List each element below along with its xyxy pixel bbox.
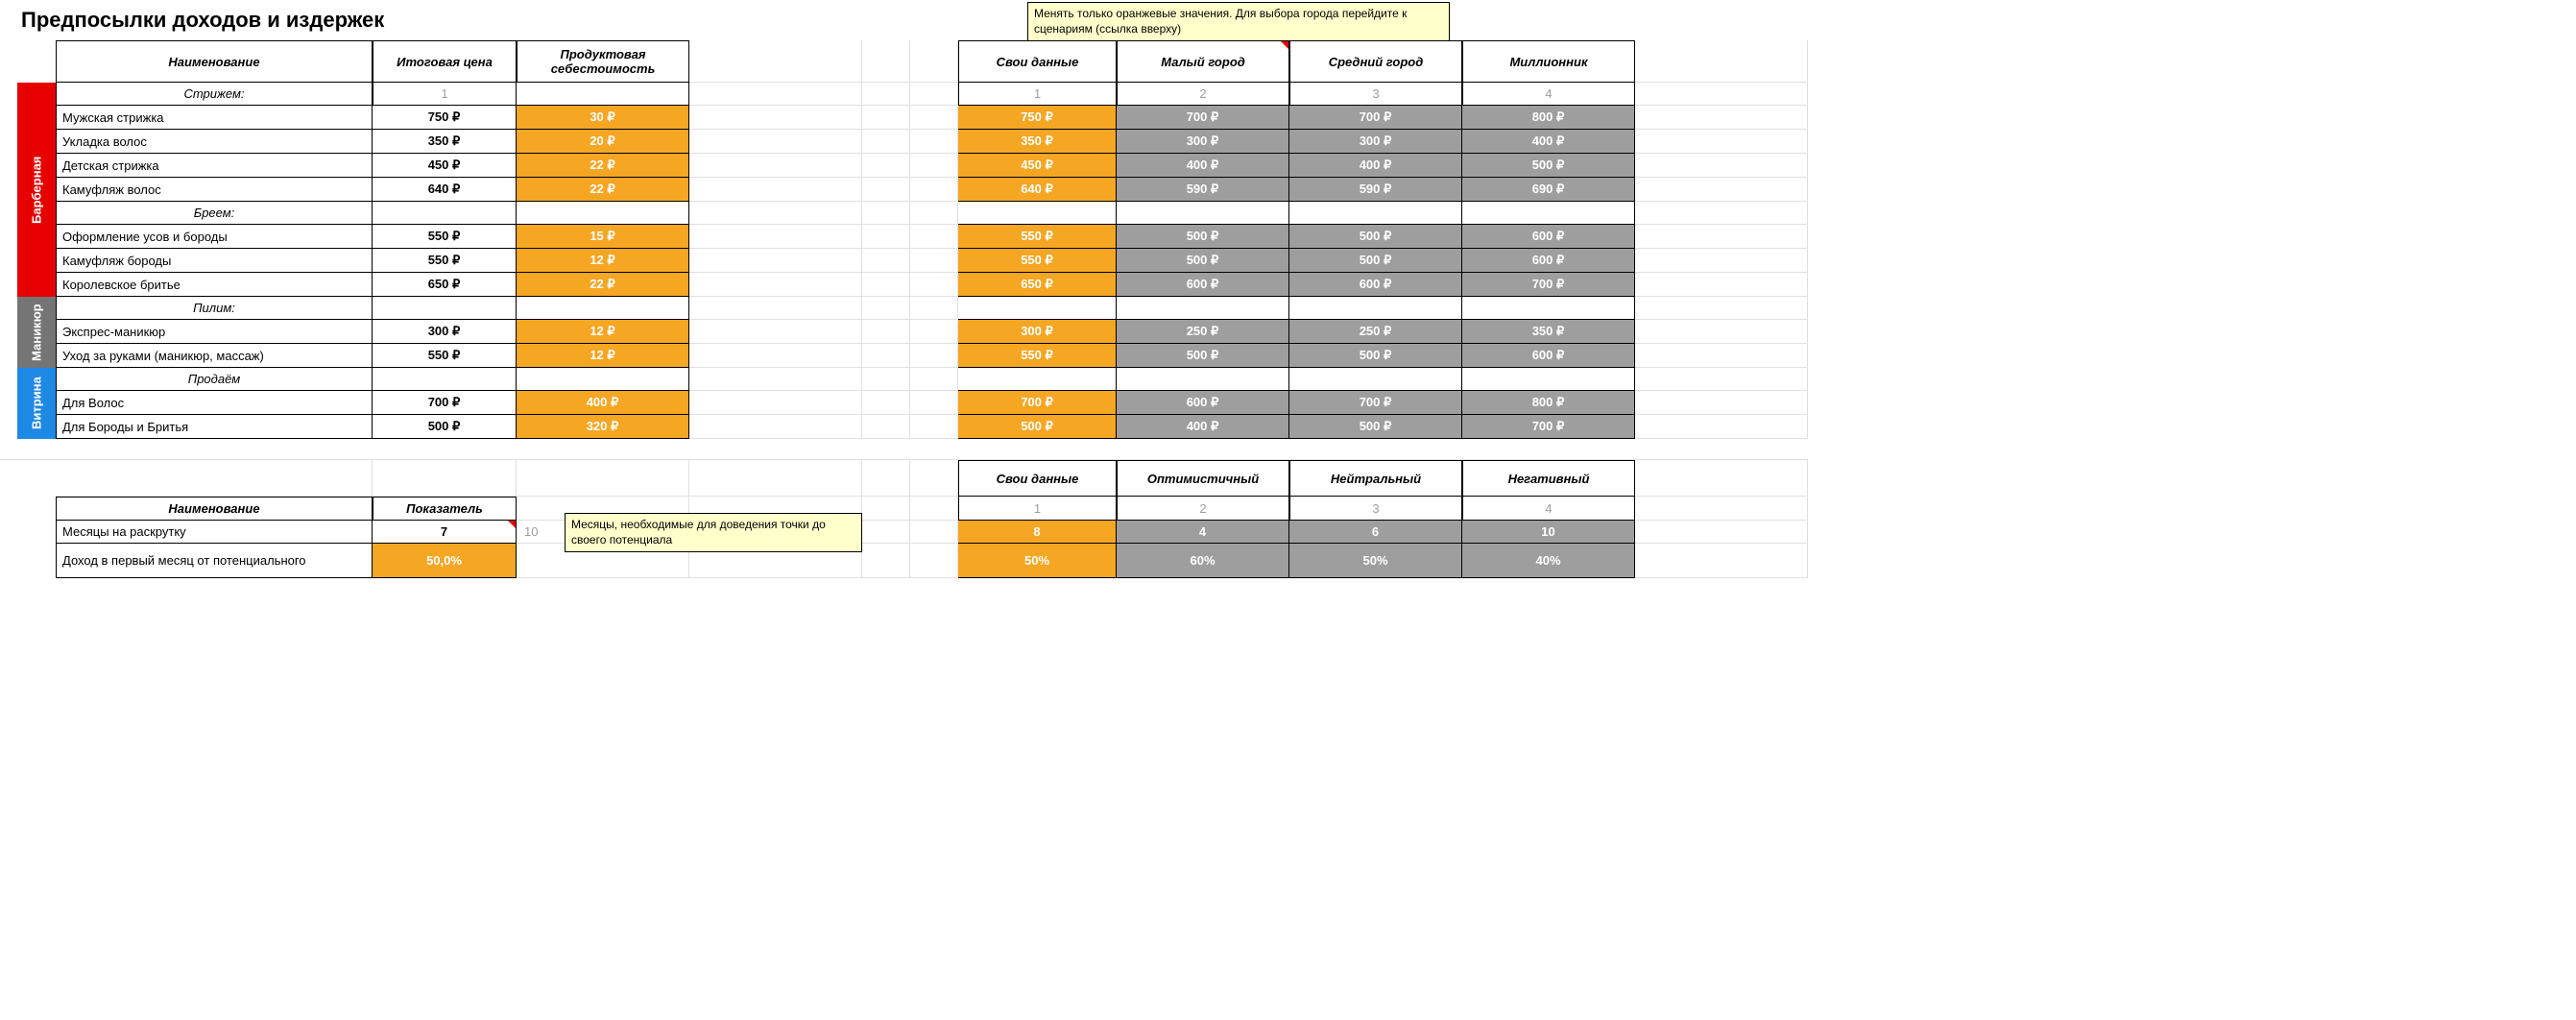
hdr-own: Свои данные bbox=[958, 40, 1117, 83]
category-showcase: Витрина bbox=[17, 368, 56, 439]
sc-hdr-own: Свои данные bbox=[958, 460, 1117, 497]
section-shave: Бреем: bbox=[56, 202, 373, 225]
hdr-price: Итоговая цена bbox=[373, 40, 517, 83]
category-barber: Барберная bbox=[17, 83, 56, 297]
row-label: Укладка волос bbox=[56, 130, 373, 154]
hdr-small: Малый город bbox=[1117, 40, 1289, 83]
sc-income-neg: 40% bbox=[1462, 544, 1635, 578]
sc-months-neu: 6 bbox=[1289, 521, 1462, 544]
sc-months-own[interactable]: 8 bbox=[958, 521, 1117, 544]
sc-hdr-opt: Оптимистичный bbox=[1117, 460, 1289, 497]
row-mid: 700 ₽ bbox=[1289, 106, 1462, 130]
row-label: Мужская стрижка bbox=[56, 106, 373, 130]
hdr-cost: Продуктовая себестоимость bbox=[517, 40, 689, 83]
sc-income-neu: 50% bbox=[1289, 544, 1462, 578]
section-sell: Продаём bbox=[56, 368, 373, 391]
btm-hdr-name: Наименование bbox=[56, 497, 373, 521]
sc-income-opt: 60% bbox=[1117, 544, 1289, 578]
main-grid: Наименование Итоговая цена Продуктовая с… bbox=[0, 40, 2576, 578]
sc-months-neg: 10 bbox=[1462, 521, 1635, 544]
category-manicure: Маникюр bbox=[17, 297, 56, 368]
colnum-own: 1 bbox=[958, 83, 1117, 106]
btm-income-val[interactable]: 50,0% bbox=[373, 544, 517, 578]
sc-income-own[interactable]: 50% bbox=[958, 544, 1117, 578]
spreadsheet-sheet: Предпосылки доходов и издержек Менять то… bbox=[0, 0, 2576, 578]
sc-hdr-neu: Нейтральный bbox=[1289, 460, 1462, 497]
hdr-name: Наименование bbox=[56, 40, 373, 83]
section-cut: Стрижем: bbox=[56, 83, 373, 106]
row-small: 700 ₽ bbox=[1117, 106, 1289, 130]
note-months: Месяцы, необходимые для доведения точки … bbox=[565, 513, 862, 552]
colnum-mid: 3 bbox=[1289, 83, 1462, 106]
sc-months-opt: 4 bbox=[1117, 521, 1289, 544]
hdr-big: Миллионник bbox=[1462, 40, 1635, 83]
row-own[interactable]: 750 ₽ bbox=[958, 106, 1117, 130]
btm-income-label: Доход в первый месяц от потенциального bbox=[56, 544, 373, 578]
colnum-small: 2 bbox=[1117, 83, 1289, 106]
row-big: 800 ₽ bbox=[1462, 106, 1635, 130]
btm-months-label: Месяцы на раскрутку bbox=[56, 521, 373, 544]
note-top: Менять только оранжевые значения. Для вы… bbox=[1027, 2, 1450, 41]
colnum-big: 4 bbox=[1462, 83, 1635, 106]
row-cost[interactable]: 30 ₽ bbox=[517, 106, 689, 130]
section-file: Пилим: bbox=[56, 297, 373, 320]
row-price: 750 ₽ bbox=[373, 106, 517, 130]
btm-hdr-ind: Показатель bbox=[373, 497, 517, 521]
btm-months-val: 7 bbox=[373, 521, 517, 544]
colnum-price: 1 bbox=[373, 83, 517, 106]
sc-hdr-neg: Негативный bbox=[1462, 460, 1635, 497]
hdr-mid: Средний город bbox=[1289, 40, 1462, 83]
